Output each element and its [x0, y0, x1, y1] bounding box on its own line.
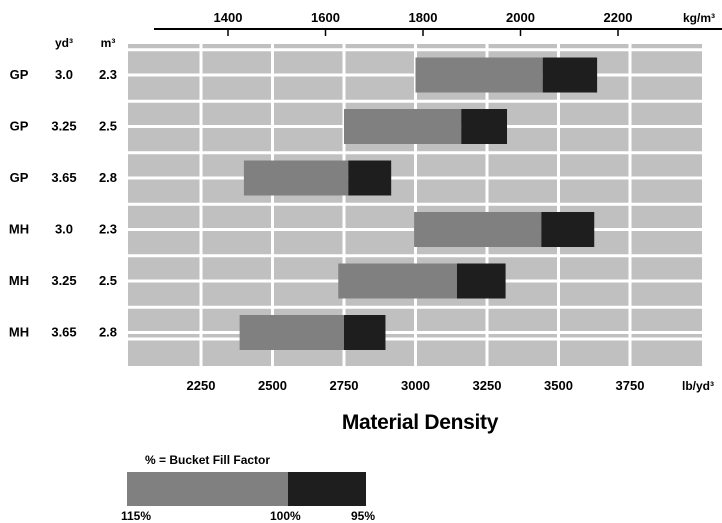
legend-label-115: 115%	[121, 509, 152, 523]
bar-segment-100	[414, 212, 542, 247]
bar-segment-95	[461, 109, 508, 144]
row-m3-label: 2.8	[99, 170, 117, 185]
row-yd3-label: 3.25	[51, 119, 76, 134]
density-chart: GP 3.0 2.3 GP 3.25 2.5 GP 3.65 2.8 MH 3.0 2.3 MH 3.25…	[9, 10, 722, 393]
row-yd3-label: 3.25	[51, 273, 76, 288]
legend-segment-95	[288, 472, 366, 506]
column-header-m3: m³	[101, 36, 116, 50]
legend-label-95: 95%	[351, 509, 376, 523]
bar-segment-95	[344, 315, 386, 350]
row-type-label: MH	[9, 325, 29, 340]
legend-segment-100	[127, 472, 288, 506]
row-m3-label: 2.3	[99, 67, 117, 82]
bottom-axis-tick-label: 2500	[258, 378, 287, 393]
bar-segment-100	[344, 109, 462, 144]
chart-title: Material Density	[341, 411, 499, 434]
row-m3-label: 2.5	[99, 119, 117, 134]
top-axis-tick-label: 1600	[311, 10, 340, 25]
row-yd3-label: 3.65	[51, 325, 76, 340]
bar-segment-100	[239, 315, 344, 350]
row-yd3-label: 3.0	[55, 222, 73, 237]
row-type-label: GP	[10, 119, 29, 134]
bottom-axis-tick-label: 2250	[187, 378, 216, 393]
row-type-label: MH	[9, 222, 29, 237]
bottom-axis-tick-label: 2750	[330, 378, 359, 393]
top-axis-tick-label: 1800	[409, 10, 438, 25]
legend-label-100: 100%	[270, 509, 301, 523]
row-type-label: GP	[10, 170, 29, 185]
bottom-axis-tick-label: 3250	[473, 378, 502, 393]
row-yd3-label: 3.0	[55, 67, 73, 82]
bottom-axis-unit: lb/yd³	[682, 379, 714, 393]
top-axis-unit: kg/m³	[683, 11, 715, 25]
bar-segment-100	[338, 263, 457, 299]
row-yd3-label: 3.65	[51, 170, 76, 185]
row-type-label: GP	[10, 67, 29, 82]
bar-segment-100	[243, 160, 349, 196]
row-m3-label: 2.8	[99, 325, 117, 340]
row-m3-label: 2.5	[99, 273, 117, 288]
row-type-label: MH	[9, 273, 29, 288]
top-axis-tick-label: 2200	[604, 10, 633, 25]
bottom-axis-tick-label: 3750	[616, 378, 645, 393]
bottom-axis-tick-label: 3000	[401, 378, 430, 393]
top-axis-tick-label: 2000	[506, 10, 535, 25]
bottom-axis-tick-label: 3500	[544, 378, 573, 393]
legend-title: % = Bucket Fill Factor	[145, 453, 271, 467]
bar-segment-95	[542, 57, 598, 93]
bar-segment-100	[415, 57, 543, 93]
row-m3-label: 2.3	[99, 222, 117, 237]
bar-segment-95	[456, 263, 506, 299]
bar-segment-95	[541, 212, 595, 247]
bar-segment-95	[348, 160, 392, 196]
column-header-yd3: yd³	[55, 36, 73, 50]
top-axis-tick-label: 1400	[214, 10, 243, 25]
